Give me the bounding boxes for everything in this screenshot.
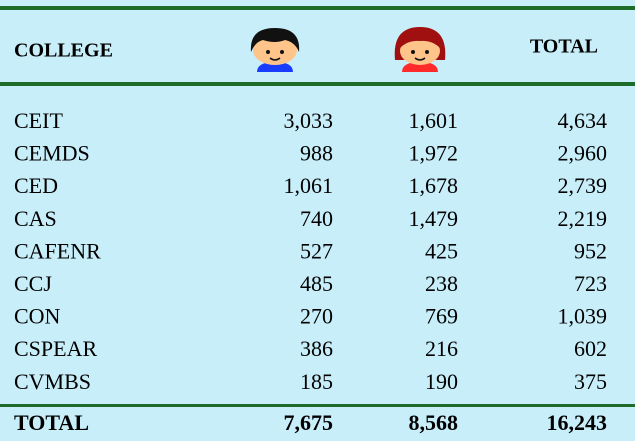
row-label: CAFENR	[14, 238, 101, 263]
cell: 988	[300, 141, 333, 166]
cell: 270	[300, 304, 333, 329]
row-label: CSPEAR	[14, 336, 97, 361]
header-college: COLLEGE	[14, 40, 113, 62]
footer-rule	[0, 404, 635, 407]
row-label: CED	[14, 173, 58, 198]
footer-cell: 7,675	[284, 410, 334, 435]
cell: 190	[425, 369, 458, 394]
top-rule	[0, 6, 635, 10]
footer-cell: 16,243	[547, 410, 608, 435]
cell: 185	[300, 369, 333, 394]
cell: 1,039	[558, 304, 608, 329]
cell: 1,479	[409, 206, 459, 231]
cell: 3,033	[284, 108, 334, 133]
header-total: TOTAL	[530, 36, 598, 58]
footer-cell: 8,568	[409, 410, 459, 435]
cell: 4,634	[558, 108, 608, 133]
cell: 386	[300, 336, 333, 361]
cell: 769	[425, 304, 458, 329]
cell: 375	[574, 369, 607, 394]
cell: 1,972	[409, 141, 459, 166]
cell: 2,960	[558, 141, 608, 166]
cell: 238	[425, 271, 458, 296]
row-label: CEMDS	[14, 141, 90, 166]
page: COLLEGE TOTAL CEIT 3,033 1,601 4,634 CEMDS 98…	[0, 0, 635, 441]
cell: 485	[300, 271, 333, 296]
cell: 1,061	[284, 173, 334, 198]
cell: 2,739	[558, 173, 608, 198]
row-label: CEIT	[14, 108, 63, 133]
row-label: CCJ	[14, 271, 52, 296]
row-label: CVMBS	[14, 369, 91, 394]
cell: 602	[574, 336, 607, 361]
cell: 1,678	[409, 173, 459, 198]
row-label: CAS	[14, 206, 57, 231]
row-label: CON	[14, 304, 61, 329]
cell: 952	[574, 238, 607, 263]
cell: 2,219	[558, 206, 608, 231]
header-rule	[0, 82, 635, 86]
cell: 425	[425, 238, 458, 263]
cell: 740	[300, 206, 333, 231]
cell: 216	[425, 336, 458, 361]
cell: 1,601	[409, 108, 459, 133]
footer-label: TOTAL	[14, 410, 89, 435]
cell: 723	[574, 271, 607, 296]
table: COLLEGE TOTAL CEIT 3,033 1,601 4,634 CEMDS 98…	[0, 0, 635, 441]
cell: 527	[300, 238, 333, 263]
